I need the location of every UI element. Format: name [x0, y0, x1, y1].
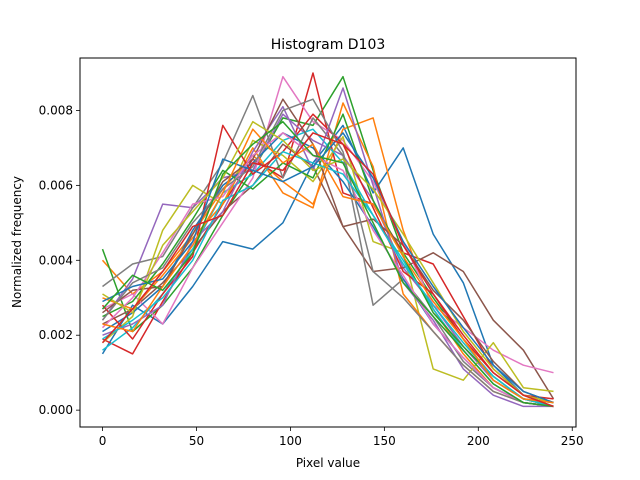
series-line-5 [101, 113, 554, 408]
series-group [101, 72, 555, 408]
series-line-21 [102, 132, 554, 404]
x-axis: 0 50 100 150 200 250 [99, 427, 584, 448]
series-line-18 [101, 98, 554, 408]
x-axis-label: Pixel value [296, 456, 360, 470]
series-line-8 [102, 94, 554, 408]
x-tick-label: 100 [279, 434, 302, 448]
x-tick-label: 250 [561, 434, 584, 448]
series-line-1 [101, 124, 554, 408]
series-line-24 [101, 132, 554, 408]
y-tick-label: 0.004 [39, 253, 73, 267]
series-line-19 [102, 120, 554, 404]
x-tick-label: 0 [99, 434, 107, 448]
y-axis: 0.000 0.002 0.004 0.006 0.008 [39, 103, 80, 417]
x-tick-label: 150 [373, 434, 396, 448]
series-line-15 [102, 87, 554, 408]
plot-frame [79, 57, 577, 428]
series-line-2 [101, 117, 554, 408]
x-tick-label: 200 [467, 434, 490, 448]
chart-title: Histogram D103 [271, 37, 386, 53]
y-tick-label: 0.006 [39, 178, 73, 192]
series-line-4 [102, 72, 554, 404]
y-axis-label: Normalized frequency [10, 176, 24, 308]
series-line-23 [101, 120, 554, 408]
y-tick-label: 0.002 [39, 328, 73, 342]
series-line-13 [102, 113, 554, 404]
y-tick-label: 0.000 [39, 403, 73, 417]
series-line-22 [102, 128, 554, 404]
y-tick-label: 0.008 [39, 103, 73, 117]
x-tick-label: 50 [189, 434, 204, 448]
